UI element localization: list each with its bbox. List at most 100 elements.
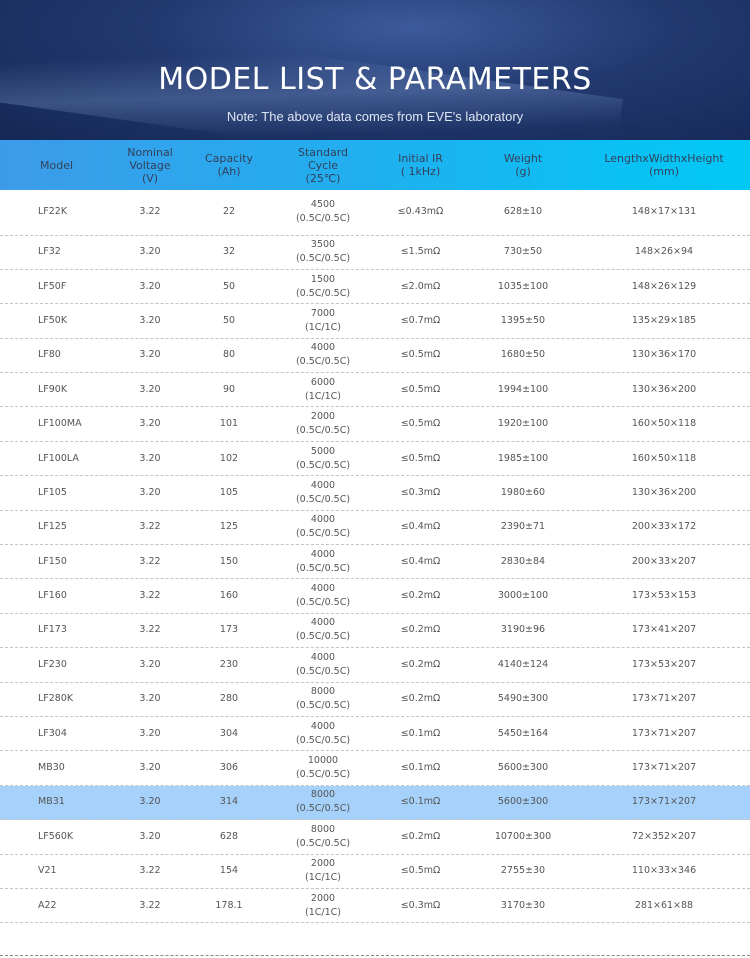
table-cell: 1395±50 — [468, 314, 578, 328]
table-cell: ≤0.2mΩ — [373, 623, 468, 637]
cell-text: 200×33×207 — [631, 555, 697, 567]
cell-text: 3.20 — [139, 727, 161, 739]
table-cell: 3.20 — [115, 486, 185, 500]
cell-text: 173×53×207 — [631, 658, 697, 670]
cell-text: MB31 — [38, 796, 65, 808]
cell-text: 4000 — [310, 342, 336, 354]
cell-text: 2390±71 — [500, 521, 546, 533]
cell-text: 200×33×172 — [631, 521, 697, 533]
table-cell: A22 — [0, 899, 115, 913]
table-row: LF22K 3.22 22 4500 (0.5C/0.5C) ≤0.43mΩ 628±10 1… — [0, 190, 750, 236]
table-row: LF280K 3.20 280 8000 (0.5C/0.5C) ≤0.2mΩ 5490±3… — [0, 683, 750, 717]
table-cell: 10000 (0.5C/0.5C) — [273, 754, 373, 782]
cell-text: ≤0.1mΩ — [400, 762, 441, 774]
cell-text: 3170±30 — [500, 899, 546, 911]
column-header-line: Voltage — [129, 158, 171, 172]
table-cell: ≤0.1mΩ — [373, 795, 468, 809]
table-cell: 3.20 — [115, 280, 185, 294]
table-cell: 306 — [185, 761, 273, 775]
cell-text: 105 — [219, 486, 239, 498]
cell-text: 22 — [222, 206, 236, 218]
table-header: Model Nominal Voltage (V) Capacity (Ah) Standa… — [0, 140, 750, 190]
table-cell: ≤0.5mΩ — [373, 348, 468, 362]
cell-text: 3.20 — [139, 246, 161, 258]
table-cell: 628 — [185, 830, 273, 844]
table-cell: 4140±124 — [468, 658, 578, 672]
table-cell: 3.22 — [115, 623, 185, 637]
table-cell: LF22K — [0, 205, 115, 219]
table-row: LF32 3.20 32 3500 (0.5C/0.5C) ≤1.5mΩ 730±50 148… — [0, 236, 750, 270]
cell-text: 3.20 — [139, 280, 161, 292]
cell-text: LF50K — [38, 314, 68, 326]
table-row: LF304 3.20 304 4000 (0.5C/0.5C) ≤0.1mΩ 5450±16… — [0, 717, 750, 752]
table-cell: 3.20 — [115, 417, 185, 431]
table-cell: 5490±300 — [468, 692, 578, 706]
cell-text: 3.20 — [139, 383, 161, 395]
cell-text: 8000 — [310, 823, 336, 835]
cell-text: 148×26×129 — [631, 280, 697, 292]
table-cell: 8000 (0.5C/0.5C) — [273, 685, 373, 713]
table-cell: 3.20 — [115, 348, 185, 362]
table-cell: 148×26×129 — [578, 280, 750, 294]
cell-text: 4000 — [310, 583, 336, 595]
cell-text: 4000 — [310, 720, 336, 732]
cell-text: 628 — [219, 830, 239, 842]
table-cell: ≤0.5mΩ — [373, 864, 468, 878]
table-cell: 3.20 — [115, 658, 185, 672]
cell-text: 2000 — [310, 411, 336, 423]
table-cell: ≤0.4mΩ — [373, 520, 468, 534]
cell-text: (1C/1C) — [305, 872, 341, 884]
cell-text: (1C/1C) — [305, 390, 341, 402]
table-cell: ≤0.1mΩ — [373, 761, 468, 775]
table-cell: 4000 (0.5C/0.5C) — [273, 341, 373, 369]
cell-text: 5490±300 — [497, 693, 549, 705]
cell-text: 3.20 — [139, 658, 161, 670]
table-cell: LF80 — [0, 348, 115, 362]
table-cell: ≤0.2mΩ — [373, 692, 468, 706]
cell-text: 314 — [219, 796, 239, 808]
table-cell: ≤0.1mΩ — [373, 727, 468, 741]
cell-text: 72×352×207 — [631, 830, 697, 842]
cell-text: 80 — [222, 349, 236, 361]
cell-text: LF100MA — [38, 418, 82, 430]
table-cell: 3.22 — [115, 520, 185, 534]
table-cell: 4000 (0.5C/0.5C) — [273, 616, 373, 644]
cell-text: 3.20 — [139, 796, 161, 808]
column-header: Model — [0, 159, 115, 172]
table-cell: ≤0.2mΩ — [373, 589, 468, 603]
table-row: LF150 3.22 150 4000 (0.5C/0.5C) ≤0.4mΩ 2830±84… — [0, 545, 750, 580]
table-cell: 2390±71 — [468, 520, 578, 534]
column-header-line: Weight — [503, 152, 543, 165]
cell-text: (1C/1C) — [305, 906, 341, 918]
table-cell: 3.20 — [115, 761, 185, 775]
table-cell: 148×26×94 — [578, 245, 750, 259]
cell-text: ≤0.5mΩ — [400, 418, 441, 430]
table-cell: ≤1.5mΩ — [373, 245, 468, 259]
cell-text: 173×41×207 — [631, 624, 697, 636]
table-cell: 3.22 — [115, 205, 185, 219]
cell-text: ≤0.3mΩ — [400, 486, 441, 498]
table-cell: LF150 — [0, 555, 115, 569]
table-cell: 160×50×118 — [578, 417, 750, 431]
table-cell: 3.20 — [115, 692, 185, 706]
table-cell: 2000 (1C/1C) — [273, 857, 373, 885]
cell-text: (0.5C/0.5C) — [295, 213, 351, 225]
cell-text: 4000 — [310, 651, 336, 663]
column-header-line: Capacity — [204, 152, 254, 165]
cell-text: ≤0.4mΩ — [400, 521, 441, 533]
column-header-line: (V) — [141, 171, 159, 185]
table-cell: V21 — [0, 864, 115, 878]
cell-text: (0.5C/0.5C) — [295, 253, 351, 265]
cell-text: (0.5C/0.5C) — [295, 597, 351, 609]
cell-text: 1680±50 — [500, 349, 546, 361]
table-cell: 2830±84 — [468, 555, 578, 569]
table-cell: 2000 (0.5C/0.5C) — [273, 410, 373, 438]
table-cell: 3000±100 — [468, 589, 578, 603]
page-title: MODEL LIST & PARAMETERS — [158, 62, 592, 97]
table-cell: 4000 (0.5C/0.5C) — [273, 582, 373, 610]
table-cell: 148×17×131 — [578, 205, 750, 219]
cell-text: 50 — [222, 280, 236, 292]
cell-text: ≤0.2mΩ — [400, 693, 441, 705]
cell-text: (1C/1C) — [305, 321, 341, 333]
cell-text: (0.5C/0.5C) — [295, 803, 351, 815]
